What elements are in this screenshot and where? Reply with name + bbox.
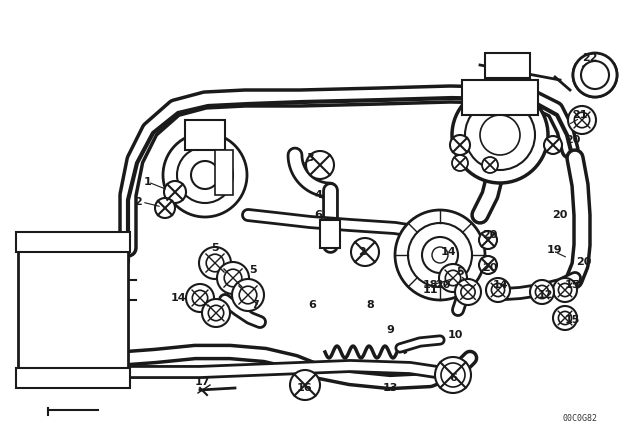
Bar: [215, 150, 233, 195]
Circle shape: [536, 285, 548, 299]
Text: 13: 13: [382, 383, 397, 393]
Circle shape: [574, 112, 589, 128]
Text: 14: 14: [170, 293, 186, 303]
Text: 19: 19: [547, 245, 563, 255]
Circle shape: [455, 279, 481, 305]
Circle shape: [553, 306, 577, 330]
Circle shape: [232, 279, 264, 311]
Text: 16: 16: [297, 383, 313, 393]
Text: 17: 17: [195, 377, 210, 387]
Circle shape: [452, 155, 468, 171]
Bar: [185, 120, 225, 150]
Circle shape: [452, 87, 548, 183]
Bar: [485, 53, 530, 78]
Text: 10: 10: [447, 330, 463, 340]
Circle shape: [408, 223, 472, 287]
Circle shape: [199, 247, 231, 279]
Text: 5: 5: [249, 265, 257, 275]
Circle shape: [432, 247, 448, 263]
Circle shape: [217, 262, 249, 294]
Circle shape: [191, 161, 219, 189]
Bar: [320, 220, 340, 248]
Circle shape: [558, 311, 572, 325]
Text: 5: 5: [456, 267, 464, 277]
Text: 15: 15: [564, 315, 580, 325]
Circle shape: [492, 284, 504, 297]
Circle shape: [486, 278, 510, 302]
Text: 6: 6: [314, 210, 322, 220]
Circle shape: [224, 269, 242, 287]
Circle shape: [290, 370, 320, 400]
Text: 20: 20: [483, 263, 498, 273]
Text: 20: 20: [483, 230, 498, 240]
Circle shape: [306, 151, 334, 179]
Circle shape: [445, 270, 461, 286]
Circle shape: [480, 115, 520, 155]
Circle shape: [239, 286, 257, 304]
Text: 2: 2: [134, 197, 142, 207]
Circle shape: [439, 264, 467, 292]
Text: 20: 20: [565, 135, 580, 145]
Circle shape: [461, 285, 475, 299]
Text: 20: 20: [552, 210, 568, 220]
Text: 5: 5: [211, 243, 219, 253]
Circle shape: [568, 106, 596, 134]
Text: 8: 8: [366, 300, 374, 310]
Circle shape: [482, 157, 498, 173]
Text: 9: 9: [386, 325, 394, 335]
Circle shape: [544, 136, 562, 154]
Circle shape: [163, 133, 247, 217]
Circle shape: [351, 238, 379, 266]
Text: 1: 1: [144, 177, 152, 187]
Circle shape: [164, 181, 186, 203]
Bar: [16, 232, 130, 252]
Text: 22: 22: [582, 53, 598, 63]
Text: 21: 21: [572, 110, 588, 120]
Circle shape: [573, 53, 617, 97]
Bar: [462, 80, 538, 115]
Text: 20: 20: [576, 257, 592, 267]
Text: 14: 14: [492, 280, 508, 290]
Text: 6: 6: [308, 300, 316, 310]
Circle shape: [422, 237, 458, 273]
Text: 4: 4: [314, 190, 322, 200]
Text: 6: 6: [449, 373, 457, 383]
Text: 18: 18: [422, 280, 438, 290]
Bar: [18, 250, 128, 370]
Text: 15: 15: [564, 280, 580, 290]
Circle shape: [177, 147, 233, 203]
Text: 2: 2: [358, 247, 366, 257]
Circle shape: [395, 210, 485, 300]
Circle shape: [479, 231, 497, 249]
Text: 12: 12: [537, 290, 553, 300]
Circle shape: [441, 363, 465, 387]
Circle shape: [202, 299, 230, 327]
Circle shape: [553, 278, 577, 302]
Circle shape: [208, 305, 224, 321]
Text: 20: 20: [435, 280, 451, 290]
Text: 00C0G82: 00C0G82: [563, 414, 598, 422]
Text: 7: 7: [251, 300, 259, 310]
Circle shape: [479, 256, 497, 274]
Circle shape: [206, 254, 224, 272]
Circle shape: [465, 100, 535, 170]
Circle shape: [581, 61, 609, 89]
Text: 11: 11: [422, 285, 438, 295]
Circle shape: [435, 357, 471, 393]
Text: 3: 3: [306, 153, 314, 163]
Circle shape: [192, 290, 208, 306]
Circle shape: [558, 284, 572, 297]
Circle shape: [450, 135, 470, 155]
Circle shape: [530, 280, 554, 304]
Bar: [16, 368, 130, 388]
Circle shape: [155, 198, 175, 218]
Circle shape: [186, 284, 214, 312]
Text: 14: 14: [440, 247, 456, 257]
